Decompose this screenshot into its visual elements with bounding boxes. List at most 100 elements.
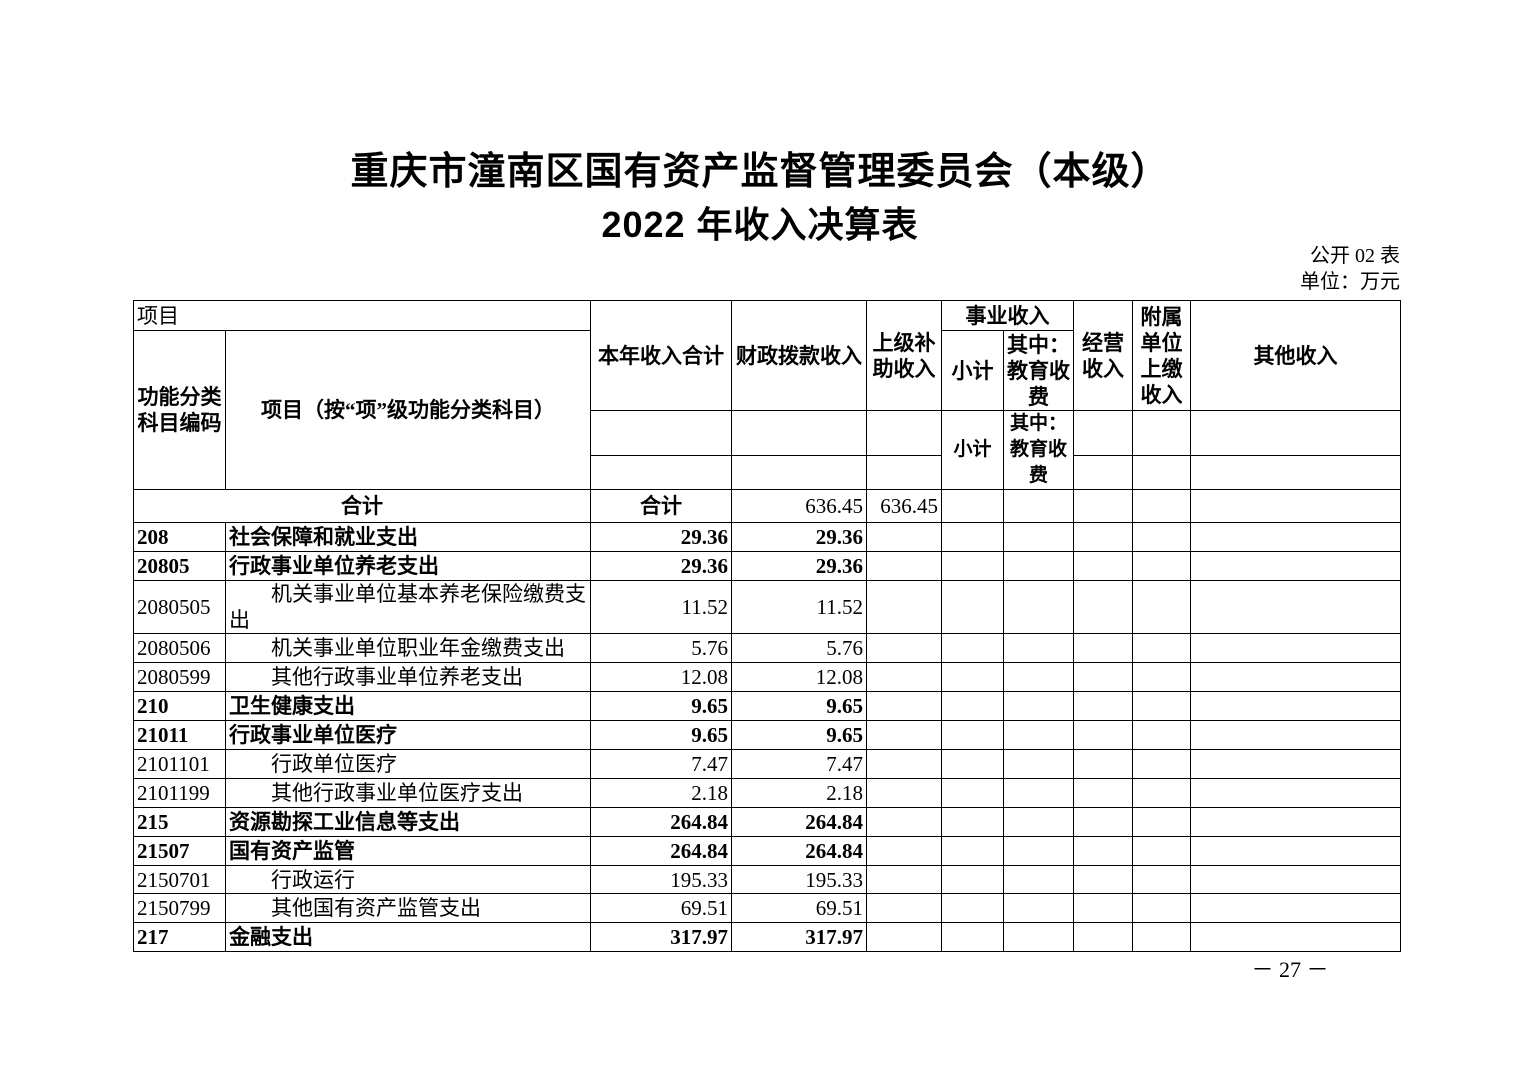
cell-affiliated bbox=[1132, 865, 1191, 894]
cell-other bbox=[1190, 922, 1401, 952]
cell-other bbox=[1190, 720, 1401, 750]
header-education-column: 其中：教育收费 bbox=[1003, 330, 1074, 411]
header-row-1: 项目 本年收入合计 财政拨款收入 上级补助收入 事业收入 经营收入 附属单位上缴… bbox=[133, 300, 1401, 411]
cell-other bbox=[1190, 551, 1401, 581]
cell-code: 20805 bbox=[133, 551, 226, 581]
cell-operating bbox=[1073, 865, 1133, 894]
cell-empty bbox=[731, 454, 867, 491]
cell-other bbox=[1190, 778, 1401, 808]
cell-affiliated bbox=[1132, 807, 1191, 837]
cell-total: 69.51 bbox=[590, 893, 732, 923]
header-business-column: 事业收入 bbox=[941, 300, 1074, 331]
cell-fiscal: 264.84 bbox=[731, 807, 867, 837]
revenue-table: 项目 本年收入合计 财政拨款收入 上级补助收入 事业收入 经营收入 附属单位上缴… bbox=[133, 300, 1401, 952]
cell-other bbox=[1190, 749, 1401, 779]
header-subtotal-column: 小计 bbox=[941, 330, 1004, 411]
cell-total: 264.84 bbox=[590, 836, 732, 866]
cell-code: 217 bbox=[133, 922, 226, 952]
cell-other bbox=[1190, 633, 1401, 663]
cell-name: 行政单位医疗 bbox=[225, 749, 591, 779]
table-row: 2080505 机关事业单位基本养老保险缴费支出 11.52 11.52 bbox=[133, 580, 1401, 634]
cell-total: 317.97 bbox=[590, 922, 732, 952]
table-row: 2080506 机关事业单位职业年金缴费支出 5.76 5.76 bbox=[133, 633, 1401, 663]
cell-other bbox=[1190, 865, 1401, 894]
cell-superior bbox=[866, 865, 942, 894]
cell-edu bbox=[1003, 807, 1074, 837]
cell-code: 215 bbox=[133, 807, 226, 837]
cell-fiscal: 69.51 bbox=[731, 893, 867, 923]
cell-edu bbox=[1003, 691, 1074, 721]
cell-operating bbox=[1073, 749, 1133, 779]
header-code-column: 功能分类科目编码 bbox=[133, 330, 226, 490]
cell-empty bbox=[590, 410, 732, 456]
table-row: 2150701 行政运行 195.33 195.33 bbox=[133, 865, 1401, 894]
table-row: 2101199 其他行政事业单位医疗支出 2.18 2.18 bbox=[133, 778, 1401, 808]
cell-code: 2101199 bbox=[133, 778, 226, 808]
cell-affiliated bbox=[1132, 749, 1191, 779]
table-row: 21507 国有资产监管 264.84 264.84 bbox=[133, 836, 1401, 866]
cell-total: 9.65 bbox=[590, 691, 732, 721]
cell-subtotal bbox=[941, 807, 1004, 837]
cell-affiliated bbox=[1132, 633, 1191, 663]
cell-other bbox=[1190, 522, 1401, 552]
cell-total: 11.52 bbox=[590, 580, 732, 634]
cell-name: 卫生健康支出 bbox=[225, 691, 591, 721]
cell-code: 2150799 bbox=[133, 893, 226, 923]
table-row: 20805 行政事业单位养老支出 29.36 29.36 bbox=[133, 551, 1401, 581]
cell-edu bbox=[1003, 551, 1074, 581]
header-project: 项目 bbox=[133, 300, 591, 331]
cell-edu bbox=[1003, 489, 1074, 523]
cell-empty bbox=[866, 454, 942, 491]
cell-operating bbox=[1073, 836, 1133, 866]
cell-empty bbox=[1132, 410, 1191, 456]
cell-superior bbox=[866, 807, 942, 837]
cell-operating bbox=[1073, 662, 1133, 692]
cell-superior bbox=[866, 633, 942, 663]
cell-fiscal: 29.36 bbox=[731, 551, 867, 581]
cell-name: 行政运行 bbox=[225, 865, 591, 894]
cell-superior: 636.45 bbox=[866, 489, 942, 523]
cell-subtotal bbox=[941, 720, 1004, 750]
cell-affiliated bbox=[1132, 922, 1191, 952]
unit-note: 单位：万元 bbox=[1300, 271, 1400, 293]
cell-subtotal bbox=[941, 662, 1004, 692]
cell-edu bbox=[1003, 836, 1074, 866]
cell-name: 其他行政事业单位医疗支出 bbox=[225, 778, 591, 808]
cell-superior bbox=[866, 662, 942, 692]
cell-code: 2150701 bbox=[133, 865, 226, 894]
table-row: 2150799 其他国有资产监管支出 69.51 69.51 bbox=[133, 893, 1401, 923]
cell-fiscal: 11.52 bbox=[731, 580, 867, 634]
cell-other bbox=[1190, 662, 1401, 692]
cell-operating bbox=[1073, 580, 1133, 634]
cell-edu bbox=[1003, 633, 1074, 663]
cell-operating bbox=[1073, 522, 1133, 552]
cell-fiscal: 2.18 bbox=[731, 778, 867, 808]
cell-empty bbox=[866, 410, 942, 456]
cell-fiscal: 636.45 bbox=[731, 489, 867, 523]
cell-superior bbox=[866, 580, 942, 634]
cell-superior bbox=[866, 893, 942, 923]
cell-edu bbox=[1003, 580, 1074, 634]
cell-name: 机关事业单位职业年金缴费支出 bbox=[225, 633, 591, 663]
cell-subtotal bbox=[941, 778, 1004, 808]
cell-superior bbox=[866, 720, 942, 750]
cell-empty bbox=[590, 454, 732, 491]
cell-name: 行政事业单位医疗 bbox=[225, 720, 591, 750]
cell-subtotal bbox=[941, 580, 1004, 634]
cell-fiscal: 12.08 bbox=[731, 662, 867, 692]
cell-name: 社会保障和就业支出 bbox=[225, 522, 591, 552]
cell-edu bbox=[1003, 720, 1074, 750]
cell-name: 国有资产监管 bbox=[225, 836, 591, 866]
cell-code: 208 bbox=[133, 522, 226, 552]
cell-edu bbox=[1003, 778, 1074, 808]
cell-name: 合计 bbox=[133, 489, 591, 523]
cell-code: 210 bbox=[133, 691, 226, 721]
cell-superior bbox=[866, 691, 942, 721]
page-subtitle: 2022 年收入决算表 bbox=[601, 204, 919, 245]
page-number: － 27 － bbox=[1251, 957, 1329, 982]
cell-affiliated bbox=[1132, 522, 1191, 552]
cell-subtotal bbox=[941, 551, 1004, 581]
cell-empty bbox=[1190, 454, 1401, 491]
cell-affiliated bbox=[1132, 778, 1191, 808]
